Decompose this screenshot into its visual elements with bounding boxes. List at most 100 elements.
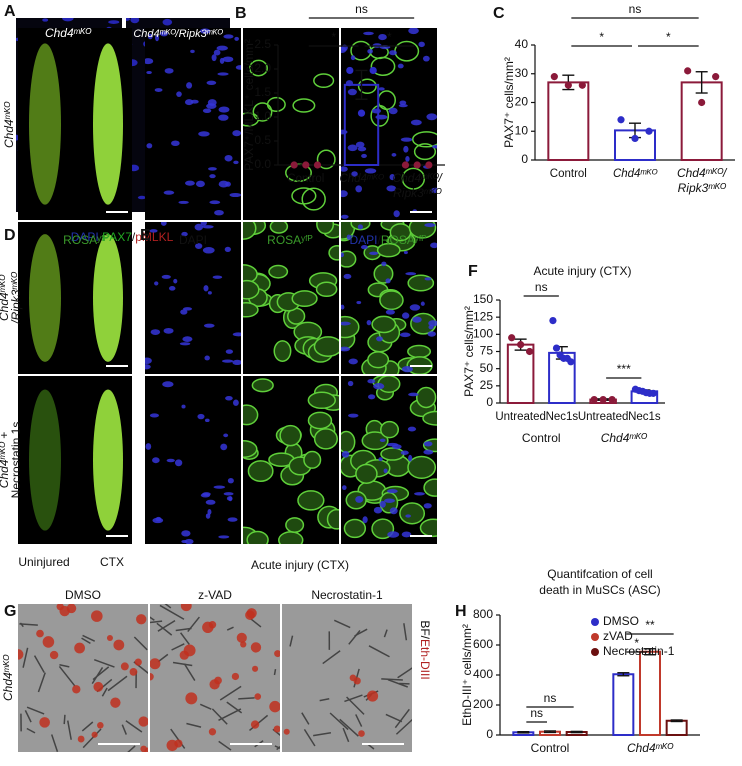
dead-cell [77,735,85,743]
nucleus [146,70,152,75]
nucleus [360,245,368,250]
y-tick-label: 100 [473,327,493,341]
nucleus [388,107,398,115]
micrograph [282,604,412,752]
nucleus [205,499,216,505]
row-label: Chd4ᵐᴷᴼ [1,654,15,701]
chart-title: Acute injury (CTX) [533,264,631,278]
fiber [252,102,273,122]
data-point [550,73,558,81]
nucleus [199,28,211,34]
fiber [379,290,404,311]
cell-outline [157,653,169,663]
stain-legend: DAPI/PAX7/pMLKL [71,230,174,244]
nucleus [400,137,413,142]
nucleus [223,34,234,39]
nucleus [399,332,411,338]
cell-outline [37,672,46,693]
fiber [313,428,338,450]
cell-outline [59,663,70,668]
panel-letter: A [4,3,16,20]
data-point [552,344,561,352]
cell-outline [218,740,232,751]
fiber [243,440,258,459]
nucleus [164,68,174,74]
nucleus [200,222,207,226]
nucleus [154,281,159,286]
nucleus [182,307,193,311]
y-tick-label: 25 [480,378,494,392]
cell-outline [157,620,176,632]
cell-outline [63,714,66,725]
dead-cell [72,685,81,694]
cell-outline [67,720,72,740]
nucleus [108,20,120,24]
nucleus [399,100,407,106]
nucleus [213,49,221,56]
significance-label: ns [629,2,642,16]
nucleus [161,274,171,279]
x-tick-label: Chd4ᵐᴷᴼ/ [677,166,728,180]
stain: DAPI [71,230,99,244]
nucleus [179,342,191,346]
nucleus [181,231,188,237]
data-point [346,66,354,75]
column-label: Uninjured [18,555,69,569]
nucleus [235,65,241,70]
nucleus [407,426,417,432]
nucleus [202,225,214,229]
cell-outline [313,731,332,737]
nucleus [423,503,432,509]
x-tick-label: Nec1s [628,411,661,423]
dead-cell [113,639,125,651]
nucleus [369,251,379,256]
fiber [361,431,389,451]
cell-outline [383,629,388,638]
cell-outline [250,618,262,628]
nucleus [341,46,347,53]
y-tick-label: 30 [515,66,529,80]
image-layer [16,18,437,752]
nucleus [209,200,221,205]
nucleus [206,80,217,85]
fiber [307,391,336,410]
column-header: DAPI [179,233,207,247]
panel-letter: H [455,603,467,620]
y-tick-label: 2.0 [254,61,271,75]
nucleus [373,383,385,390]
dead-cell [93,681,104,692]
nucleus [355,495,364,503]
column-header: DAPI/ROSAʸᶠᴾ [350,233,427,247]
dead-cell [274,650,280,658]
cell-outline [82,728,102,749]
y-axis-label: EthD-III⁺ cells/mm² [460,624,474,726]
data-point [684,67,692,75]
fiber [278,531,304,544]
bar [665,719,688,736]
nucleus [185,180,195,186]
nucleus [163,190,175,195]
dead-cell [358,730,365,737]
dead-cell [138,716,148,727]
micrograph [18,604,148,752]
legend-marker [591,618,599,626]
cell-outline [133,636,148,651]
muscle [93,389,123,531]
nucleus [386,185,397,192]
nucleus [154,88,163,92]
y-tick-label: 40 [515,37,529,51]
nucleus [207,291,212,295]
bar [612,673,635,736]
data-point [525,347,534,356]
nucleus [208,167,217,171]
panel-letter: B [235,5,247,22]
cell-outline [121,724,127,735]
fiber [328,245,339,261]
data-point [712,73,720,81]
cell-outline [355,714,363,727]
nucleus [422,55,430,62]
cell-outline [170,728,186,749]
data-point [302,161,310,169]
data-point [698,98,706,107]
nucleus [347,144,358,152]
